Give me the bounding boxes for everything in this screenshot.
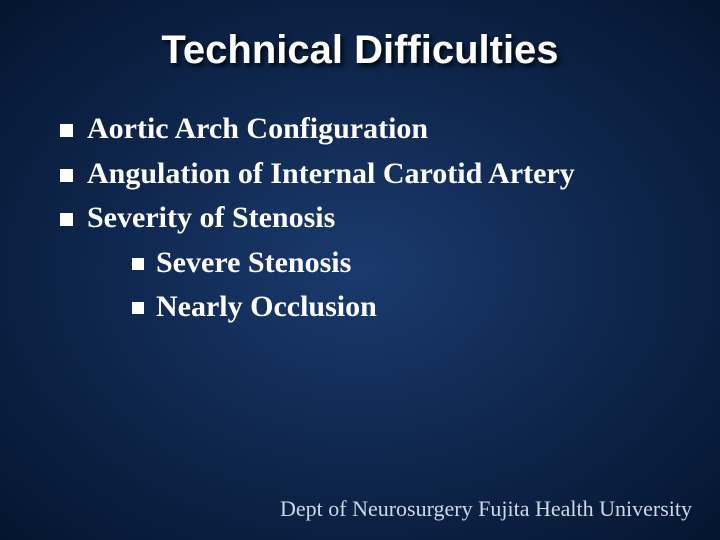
list-item: Angulation of Internal Carotid Artery <box>60 154 672 195</box>
list-item-sub: Nearly Occlusion <box>60 287 672 328</box>
slide-container: Technical Difficulties Aortic Arch Confi… <box>0 0 720 540</box>
square-bullet-icon <box>132 258 144 270</box>
bullet-list: Aortic Arch Configuration Angulation of … <box>48 109 672 328</box>
bullet-text: Severity of Stenosis <box>87 198 335 239</box>
bullet-text: Severe Stenosis <box>156 243 351 284</box>
list-item: Severity of Stenosis <box>60 198 672 239</box>
bullet-text: Angulation of Internal Carotid Artery <box>87 154 575 195</box>
list-item-sub: Severe Stenosis <box>60 243 672 284</box>
bullet-text: Aortic Arch Configuration <box>87 109 428 150</box>
square-bullet-icon <box>60 213 73 226</box>
bullet-text: Nearly Occlusion <box>156 287 377 328</box>
square-bullet-icon <box>132 302 144 314</box>
slide-title: Technical Difficulties <box>48 28 672 73</box>
square-bullet-icon <box>60 169 73 182</box>
list-item: Aortic Arch Configuration <box>60 109 672 150</box>
square-bullet-icon <box>60 124 73 137</box>
footer-attribution: Dept of Neurosurgery Fujita Health Unive… <box>280 496 692 522</box>
